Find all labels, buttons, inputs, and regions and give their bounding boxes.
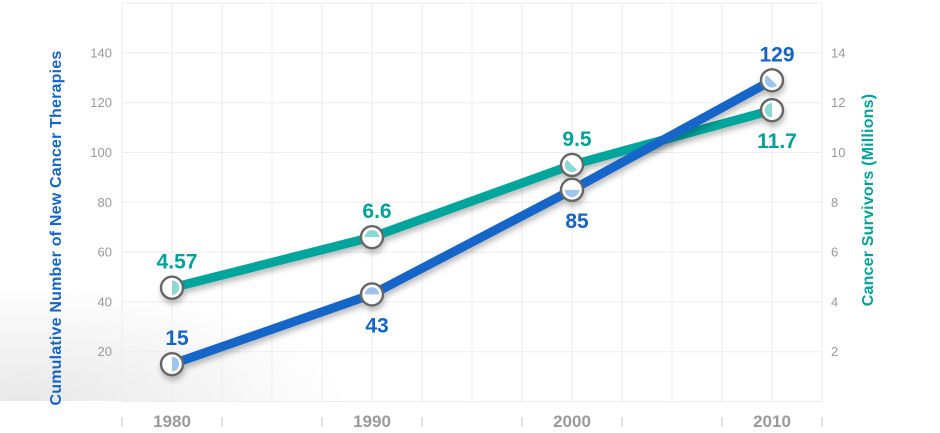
left-axis-title: Cumulative Number of New Cancer Therapie…: [48, 50, 65, 406]
data-point-marker: [359, 224, 385, 250]
marker-half-disc: [564, 159, 578, 173]
data-point-marker: [759, 97, 785, 123]
right-axis-tick-label: 6: [831, 245, 838, 260]
gridlines: [121, 2, 823, 402]
value-label: 4.57: [157, 251, 198, 274]
right-axis-tick-label: 4: [831, 294, 838, 309]
data-point-marker: [559, 177, 585, 203]
left-axis-tick-label: 120: [90, 95, 112, 110]
data-point-marker: [359, 282, 385, 307]
marker-half-disc: [764, 75, 778, 88]
right-axis-tick-label: 14: [831, 45, 845, 60]
x-axis-tick-label: 1990: [353, 412, 391, 431]
right-axis-tick-label: 8: [831, 195, 838, 210]
marker-half-disc: [364, 230, 380, 238]
value-label: 11.7: [757, 130, 797, 153]
left-axis-tick-label: 20: [98, 344, 112, 359]
right-axis-title: Cancer Survivors (Millions): [860, 93, 877, 307]
right-axis-tick-label: 2: [831, 344, 838, 359]
marker-ring: [759, 68, 785, 93]
left-axis-tick-label: 100: [90, 145, 112, 160]
value-label: 85: [565, 210, 589, 233]
left-axis-tick-label: 140: [90, 45, 112, 60]
data-point-marker: [159, 351, 185, 377]
right-axis-tick-label: 10: [831, 145, 845, 160]
left-axis-tick-label: 40: [98, 294, 112, 309]
value-label: 15: [165, 327, 189, 350]
value-label: 9.5: [562, 128, 592, 151]
left-axis-tick-label: 80: [98, 195, 112, 210]
left-axis-tick-label: 60: [98, 245, 112, 260]
series-cumulative-number-of-new-cancer-therapies: [159, 68, 785, 377]
x-axis-tick-label: 2000: [553, 412, 591, 431]
x-axis-tick-label: 2010: [753, 412, 791, 431]
series-line: [167, 75, 777, 369]
marker-half-disc: [764, 102, 772, 118]
x-axis-tick-label: 1980: [153, 412, 191, 431]
marker-half-disc: [172, 356, 180, 372]
axis-tick-labels: 20 40 60 80 100 120 140 2 4 6 8 10 12 14 1980 1990 2000 2…: [90, 45, 845, 431]
value-labels-layer: 4.57 6.6 9.5 11.7 15 43 85 129: [157, 43, 797, 350]
value-label: 129: [759, 43, 794, 66]
data-point-marker: [759, 68, 785, 93]
series-layer: [159, 68, 785, 377]
value-label: 6.6: [362, 200, 391, 223]
right-axis-tick-label: 12: [831, 95, 845, 110]
data-point-marker: [559, 152, 585, 178]
value-label: 43: [365, 314, 388, 337]
data-point-marker: [159, 275, 185, 300]
marker-half-disc: [364, 287, 380, 295]
marker-half-disc: [172, 280, 180, 295]
marker-half-disc: [564, 189, 580, 197]
